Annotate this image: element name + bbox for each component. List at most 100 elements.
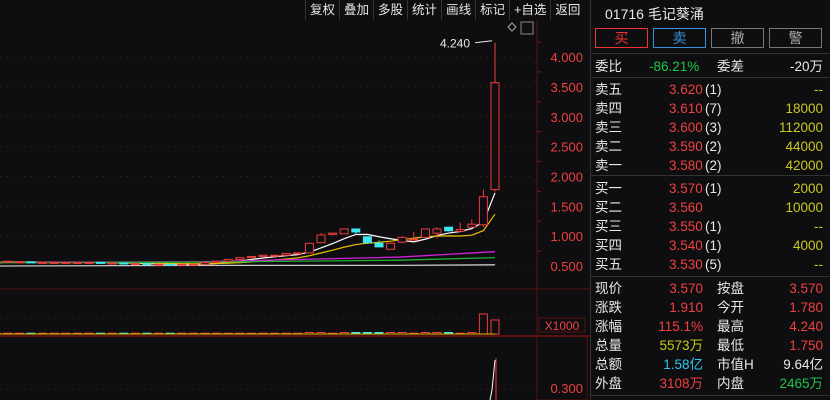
stat-value: 115.1% bbox=[658, 319, 703, 334]
stat-label: 总额 bbox=[595, 357, 622, 372]
stat-value: 2465万 bbox=[779, 376, 823, 391]
stat-label: 今开 bbox=[717, 300, 744, 315]
quote-panel: 01716 毛记葵涌 买 卖 撤 警 委比 -86.21% 委差 -20万 卖五… bbox=[590, 0, 830, 400]
stat-row: 涨跌 1.910 今开 1.780 bbox=[591, 298, 830, 317]
cancel-button[interactable]: 撤 bbox=[711, 28, 764, 48]
candle bbox=[177, 263, 187, 266]
y-tick-label: 2.000 bbox=[550, 169, 583, 184]
lower-tick-label: 0.300 bbox=[550, 381, 583, 396]
level-count: (2) bbox=[705, 158, 722, 173]
level-volume: 4000 bbox=[792, 238, 823, 253]
candle bbox=[26, 261, 36, 264]
order-book-row: 买五 3.530 (5) -- bbox=[591, 255, 830, 274]
toolbar-button[interactable]: 画线 bbox=[441, 0, 475, 20]
volume-unit-box bbox=[538, 317, 586, 333]
candle bbox=[432, 228, 442, 234]
stock-title: 01716 毛记葵涌 bbox=[605, 6, 704, 22]
order-book-row: 卖一 3.580 (2) 42000 bbox=[591, 156, 830, 175]
y-tick-label: 0.500 bbox=[550, 259, 583, 274]
ma60-line bbox=[0, 264, 496, 267]
stat-value: 1.750 bbox=[789, 338, 823, 353]
level-label: 卖五 bbox=[595, 82, 622, 97]
candle bbox=[130, 263, 140, 266]
candle bbox=[420, 228, 430, 238]
level-volume: 112000 bbox=[778, 120, 823, 135]
level-volume: -- bbox=[814, 82, 823, 97]
stat-label: 内盘 bbox=[717, 376, 744, 391]
candle bbox=[270, 254, 280, 257]
candle bbox=[258, 254, 268, 257]
level-count: (1) bbox=[705, 219, 722, 234]
level-count: (3) bbox=[705, 120, 722, 135]
stat-row: 现价 3.570 按盘 3.570 bbox=[591, 279, 830, 298]
candle bbox=[281, 252, 291, 256]
order-book-row: 买一 3.570 (1) 2000 bbox=[591, 179, 830, 198]
order-book-row: 卖四 3.610 (7) 18000 bbox=[591, 99, 830, 118]
candle bbox=[455, 229, 465, 232]
candle bbox=[351, 228, 361, 233]
candle bbox=[61, 261, 71, 264]
candle bbox=[374, 242, 384, 248]
ma5-line bbox=[0, 192, 496, 265]
alert-button[interactable]: 警 bbox=[769, 28, 822, 48]
candle bbox=[223, 258, 233, 262]
order-ratio-row: 委比 -86.21% 委差 -20万 bbox=[595, 59, 823, 74]
level-count: (1) bbox=[705, 181, 722, 196]
level-volume: 10000 bbox=[785, 200, 823, 215]
y-tick-label: 1.500 bbox=[550, 199, 583, 214]
level-label: 买四 bbox=[595, 238, 622, 253]
stat-label: 最低 bbox=[717, 338, 744, 353]
level-volume: -- bbox=[814, 219, 823, 234]
level-label: 买二 bbox=[595, 200, 622, 215]
stat-row: 总额 1.58亿 市值H 9.64亿 bbox=[591, 355, 830, 374]
candle bbox=[409, 238, 419, 241]
indicator-line bbox=[489, 359, 496, 400]
level-count: (7) bbox=[705, 101, 722, 116]
stat-label: 涨幅 bbox=[595, 319, 622, 334]
candle bbox=[467, 223, 477, 228]
lower-axis-frame bbox=[536, 335, 588, 400]
y-tick-label: 1.000 bbox=[550, 229, 583, 244]
candle bbox=[14, 261, 24, 264]
candle bbox=[200, 261, 210, 265]
toolbar-button[interactable]: 多股 bbox=[373, 0, 407, 20]
level-label: 买五 bbox=[595, 257, 622, 272]
stat-value: 3.570 bbox=[789, 281, 823, 296]
order-book-row: 卖三 3.600 (3) 112000 bbox=[591, 118, 830, 137]
kline-chart[interactable]: 4.000 3.500 3.000 2.500 2.000 1.500 1.000 0.500… bbox=[0, 0, 590, 400]
panel-toggle-icon bbox=[520, 21, 534, 35]
level-volume: 2000 bbox=[792, 181, 823, 196]
chart-toolbar: 复权 叠加 多股 统计 画线 标记 +自选 返回 bbox=[305, 0, 584, 20]
stat-label: 外盘 bbox=[595, 376, 622, 391]
level-price: 3.560 bbox=[669, 200, 703, 215]
candle bbox=[154, 263, 164, 266]
stat-row: 外盘 3108万 内盘 2465万 bbox=[591, 374, 830, 393]
level-price: 3.590 bbox=[669, 139, 703, 154]
candle bbox=[490, 82, 500, 191]
buy-button[interactable]: 买 bbox=[595, 28, 648, 48]
candle bbox=[96, 261, 106, 264]
stat-value: 4.240 bbox=[789, 319, 823, 334]
candle bbox=[386, 242, 396, 250]
volume-unit-label: X1000 bbox=[545, 319, 580, 333]
level-label: 卖三 bbox=[595, 120, 622, 135]
level-price: 3.620 bbox=[669, 82, 703, 97]
stat-row: 涨幅 115.1% 最高 4.240 bbox=[591, 317, 830, 336]
candle bbox=[362, 236, 372, 244]
toolbar-button[interactable]: 统计 bbox=[407, 0, 441, 20]
level-price: 3.600 bbox=[669, 120, 703, 135]
candle bbox=[3, 260, 13, 263]
toolbar-button[interactable]: 标记 bbox=[475, 0, 509, 20]
level-volume: 42000 bbox=[785, 158, 823, 173]
toolbar-button[interactable]: 叠加 bbox=[339, 0, 373, 20]
toolbar-button[interactable]: 复权 bbox=[305, 0, 339, 20]
candle bbox=[316, 234, 326, 244]
toolbar-button[interactable]: 返回 bbox=[550, 0, 584, 20]
toolbar-button[interactable]: +自选 bbox=[509, 0, 550, 20]
level-label: 卖二 bbox=[595, 139, 622, 154]
candle bbox=[328, 232, 338, 235]
sell-button[interactable]: 卖 bbox=[653, 28, 706, 48]
order-book-row: 买四 3.540 (1) 4000 bbox=[591, 236, 830, 255]
stat-label: 现价 bbox=[595, 281, 622, 296]
level-price: 3.580 bbox=[669, 158, 703, 173]
